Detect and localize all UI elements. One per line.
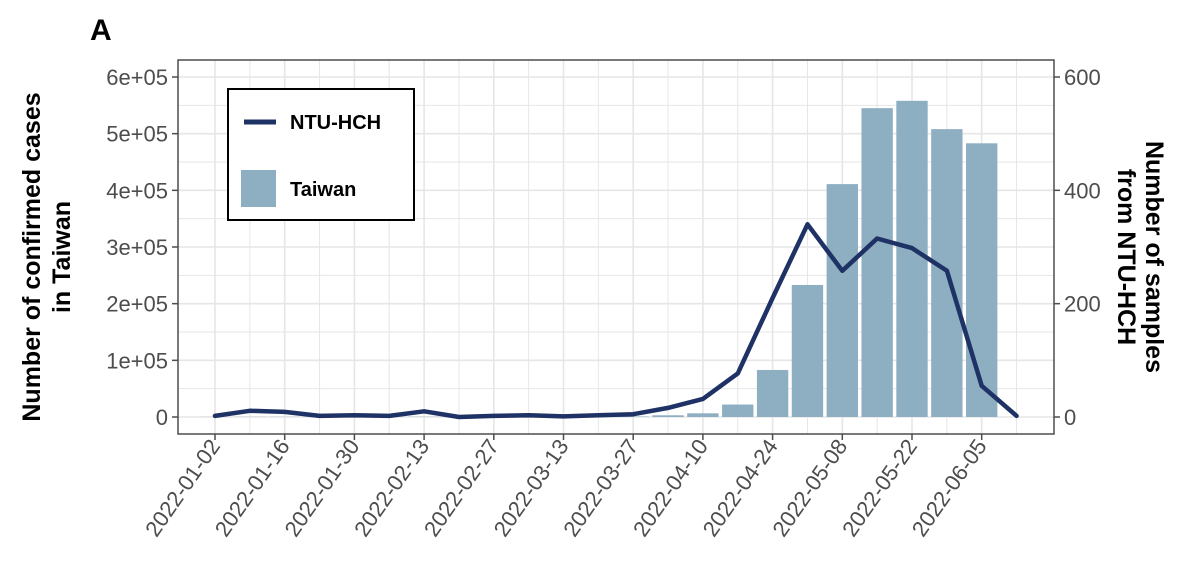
right-tick-label: 0 <box>1064 405 1076 430</box>
right-axis-title-line: Number of samples <box>1140 141 1168 373</box>
left-tick-label: 5e+05 <box>106 122 168 147</box>
line-layer <box>212 222 1019 420</box>
bar-taiwan <box>652 415 684 417</box>
left-tick-label: 0 <box>156 405 168 430</box>
left-axis-title-line: in Taiwan <box>48 201 76 313</box>
legend: NTU-HCH Taiwan <box>227 88 415 221</box>
legend-label-taiwan: Taiwan <box>290 179 356 201</box>
left-axis-title: Number of confirmed cases in Taiwan <box>18 92 76 421</box>
right-tick-label: 600 <box>1064 65 1101 90</box>
left-tick-label: 3e+05 <box>106 235 168 260</box>
left-tick-label: 2e+05 <box>106 292 168 317</box>
line-ntu-hch <box>212 222 1019 420</box>
bar-taiwan <box>826 184 858 417</box>
legend-bar-swatch <box>241 170 276 207</box>
panel-label: A <box>90 14 112 47</box>
right-tick-label: 200 <box>1064 292 1101 317</box>
x-axis: 2022-01-022022-01-162022-01-302022-02-13… <box>140 434 992 541</box>
left-tick-label: 4e+05 <box>106 178 168 203</box>
legend-label-ntu-hch: NTU-HCH <box>290 112 381 134</box>
right-tick-label: 400 <box>1064 178 1101 203</box>
left-axis-title-line: Number of confirmed cases <box>18 92 46 421</box>
bar-taiwan <box>966 143 998 418</box>
bar-taiwan <box>791 284 824 417</box>
left-tick-label: 1e+05 <box>106 348 168 373</box>
left-tick-label: 6e+05 <box>106 65 168 90</box>
bar-taiwan <box>896 100 928 418</box>
right-axis-title-line: from NTU-HCH <box>1112 169 1140 345</box>
bar-taiwan <box>756 369 789 417</box>
bar-taiwan <box>722 404 754 417</box>
right-y-axis: 0 200 400 600 <box>1054 65 1101 430</box>
bar-taiwan <box>861 108 893 418</box>
bar-taiwan <box>687 413 719 417</box>
left-y-axis: 0 1e+05 2e+05 3e+05 4e+05 5e+05 6e+05 <box>106 65 178 430</box>
